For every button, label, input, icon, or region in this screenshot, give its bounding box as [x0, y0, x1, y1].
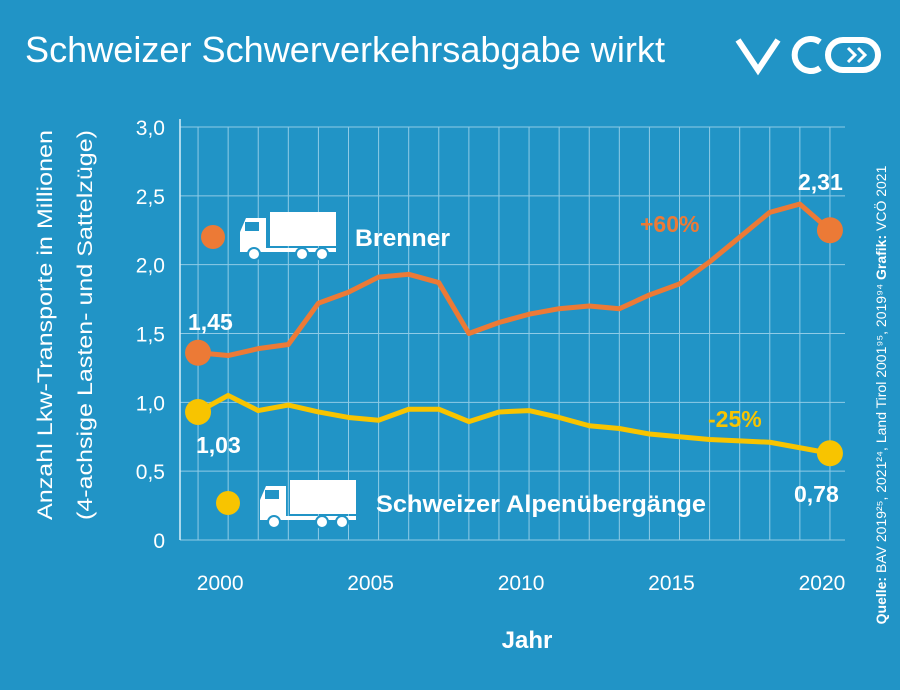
x-tick-label: 2005: [347, 572, 394, 595]
truck-wheel: [247, 247, 261, 261]
truck-wheel: [315, 515, 329, 529]
annotation: +60%: [640, 211, 699, 237]
credit-label: Grafik:: [873, 235, 889, 280]
y-tick-label: 1,5: [136, 324, 165, 347]
y-axis-label: (4-achsige Lasten- und Sattelzüge): [74, 130, 97, 520]
logo-c: [791, 36, 822, 74]
truck-wheel: [335, 515, 349, 529]
annotation: 2,31: [798, 169, 843, 195]
x-axis-label: Jahr: [502, 627, 553, 654]
truck-wheel: [315, 247, 329, 261]
truck-window: [245, 222, 259, 231]
source-label: Quelle:: [873, 577, 889, 624]
chart-title: Schweizer Schwerverkehrsabgabe wirkt: [25, 29, 665, 70]
source: Quelle: BAV 2019²⁵, 2021²⁴, Land Tirol 2…: [872, 165, 889, 624]
line-series: [196, 392, 831, 456]
y-tick-label: 0,5: [136, 461, 165, 484]
truck-box: [270, 212, 336, 246]
y-tick-label: 0: [153, 530, 165, 553]
logo-o: [825, 37, 881, 73]
annotation: -25%: [708, 406, 762, 432]
y-tick-label: 2,0: [136, 255, 165, 278]
end-point: [816, 440, 843, 467]
end-point: [185, 339, 212, 366]
line-series: [197, 201, 832, 359]
x-tick-label: 2000: [197, 572, 244, 595]
grid: [179, 119, 845, 541]
logo-arrows: [846, 46, 868, 64]
annotation: 1,03: [196, 432, 241, 458]
legend-marker: [216, 491, 240, 515]
x-tick-label: 2015: [648, 572, 695, 595]
logo: [735, 36, 881, 76]
y-tick-label: 3,0: [136, 117, 165, 140]
truck-box: [290, 480, 356, 514]
x-tick-label: 2010: [498, 572, 545, 595]
legend-label: Schweizer Alpenübergänge: [376, 491, 706, 518]
truck-wheel: [295, 247, 309, 261]
annotation: 0,78: [794, 481, 839, 507]
end-point: [185, 398, 212, 425]
annotation: 1,45: [188, 309, 233, 335]
legend-label: Brenner: [355, 225, 450, 252]
marks: [185, 201, 843, 467]
logo-v: [735, 38, 781, 76]
source-text: BAV 2019²⁵, 2021²⁴, Land Tirol 2001⁹⁵, 2…: [873, 284, 889, 573]
truck-window: [265, 490, 279, 499]
truck-chassis: [240, 248, 336, 252]
end-point: [816, 217, 843, 244]
truck-chassis: [260, 516, 356, 520]
x-tick-label: 2020: [799, 572, 846, 595]
legend-marker: [201, 225, 225, 249]
truck-wheel: [267, 515, 281, 529]
y-tick-label: 2,5: [136, 186, 165, 209]
truck-icon: [260, 480, 356, 529]
y-axis-label: Anzahl Lkw-Transporte in Millionen: [34, 130, 57, 520]
credit-text: VCÖ 2021: [872, 165, 889, 231]
truck-icon: [240, 212, 336, 261]
y-tick-label: 1,0: [136, 392, 165, 415]
